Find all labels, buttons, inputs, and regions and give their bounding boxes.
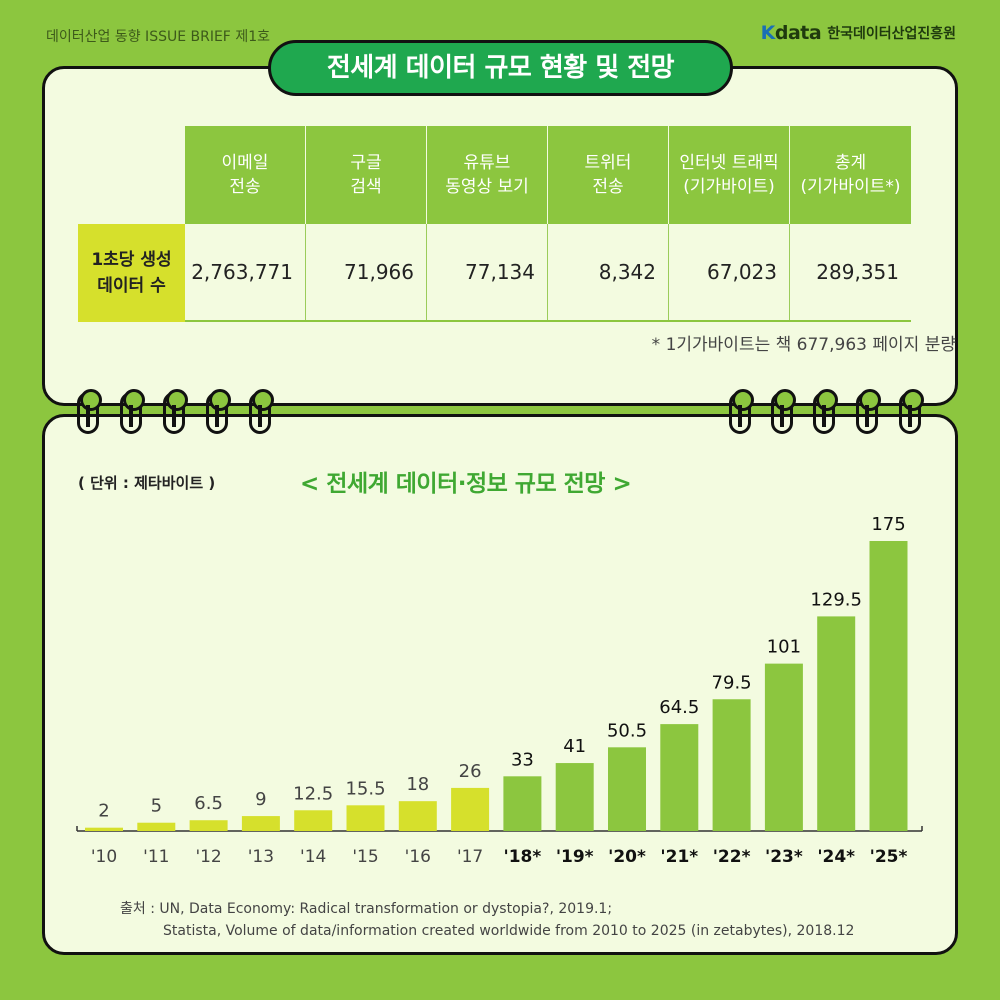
- x-tick-label: '20*: [608, 847, 646, 867]
- data-label: 101: [767, 637, 801, 658]
- data-label: 6.5: [194, 793, 223, 814]
- x-tick-label: '10: [91, 847, 117, 867]
- data-label: 12.5: [293, 783, 333, 804]
- table-cell: 2,763,771: [185, 224, 306, 320]
- chart-unit-label: ( 단위 : 제타바이트 ): [78, 474, 216, 492]
- data-label: 5: [151, 796, 162, 817]
- data-label: 79.5: [712, 672, 752, 693]
- data-label: 175: [871, 514, 905, 535]
- x-tick-label: '19*: [556, 847, 594, 867]
- page-title: 전세계 데이터 규모 현황 및 전망: [268, 40, 733, 96]
- column-header: 총계 (기가바이트*): [790, 126, 911, 224]
- source-line-2: Statista, Volume of data/information cre…: [163, 923, 855, 939]
- table-row: 2,763,771 71,966 77,134 8,342 67,023 289,351: [185, 224, 911, 322]
- bar: [451, 787, 490, 831]
- table-panel: [42, 66, 958, 406]
- x-tick-label: '17: [457, 847, 483, 867]
- column-header: 인터넷 트래픽 (기가바이트): [669, 126, 790, 224]
- binder-ring-icon: [813, 389, 838, 434]
- data-label: 50.5: [607, 720, 647, 741]
- x-tick-label: '12: [195, 847, 221, 867]
- x-tick-label: '13: [248, 847, 274, 867]
- bar: [660, 724, 699, 831]
- bar: [241, 816, 280, 831]
- data-label: 129.5: [810, 589, 862, 610]
- data-label: 41: [563, 736, 586, 757]
- x-tick-label: '15: [352, 847, 378, 867]
- binder-ring-icon: [163, 389, 188, 434]
- table-header: 이메일 전송 구글 검색 유튜브 동영상 보기 트위터 전송 인터넷 트래픽 (기가바이…: [185, 126, 911, 224]
- bar: [85, 827, 123, 831]
- bar: [398, 801, 437, 831]
- bar: [294, 810, 333, 831]
- binder-ring-icon: [729, 389, 754, 434]
- bar: [189, 820, 228, 831]
- table-cell: 8,342: [548, 224, 669, 320]
- org-name: 한국데이터산업진흥원: [827, 26, 956, 42]
- binder-ring-icon: [120, 389, 145, 434]
- column-header: 구글 검색: [306, 126, 427, 224]
- table-cell: 77,134: [427, 224, 548, 320]
- data-label: 26: [459, 761, 482, 782]
- source-note: 출처 : UN, Data Economy: Radical transform…: [120, 898, 854, 942]
- x-tick-label: '22*: [713, 847, 751, 867]
- bar: [712, 699, 751, 831]
- binder-ring-icon: [77, 389, 102, 434]
- column-header: 트위터 전송: [548, 126, 669, 224]
- binder-ring-icon: [249, 389, 274, 434]
- source-line-1: 출처 : UN, Data Economy: Radical transform…: [120, 901, 613, 917]
- binder-ring-icon: [856, 389, 881, 434]
- data-label: 2: [98, 801, 109, 822]
- data-label: 33: [511, 749, 534, 770]
- row-label: 1초당 생성 데이터 수: [78, 224, 185, 322]
- bar: [346, 805, 385, 831]
- chart-panel: [42, 414, 958, 955]
- kdata-logo-mark: Kdata: [760, 22, 822, 44]
- table-cell: 71,966: [306, 224, 427, 320]
- x-tick-label: '25*: [870, 847, 908, 867]
- table-footnote: * 1기가바이트는 책 677,963 페이지 분량: [651, 335, 956, 355]
- bar: [608, 747, 646, 831]
- table-cell: 289,351: [816, 260, 899, 284]
- x-tick-label: '21*: [660, 847, 698, 867]
- bar: [555, 763, 594, 831]
- column-header: 유튜브 동영상 보기: [427, 126, 548, 224]
- data-label: 9: [255, 789, 266, 810]
- table-cell: 67,023: [669, 224, 790, 320]
- bar: [869, 541, 908, 831]
- x-tick-label: '14: [300, 847, 326, 867]
- brief-label: 데이터산업 동향 ISSUE BRIEF 제1호: [46, 29, 270, 45]
- x-tick-label: '16: [405, 847, 431, 867]
- x-tick-label: '24*: [817, 847, 855, 867]
- data-label: 64.5: [659, 697, 699, 718]
- bar: [137, 822, 176, 831]
- column-header: 이메일 전송: [185, 126, 306, 224]
- kdata-logo: Kdata 한국데이터산업진흥원: [761, 22, 956, 44]
- binder-ring-icon: [206, 389, 231, 434]
- bar: [764, 663, 803, 831]
- x-tick-label: '18*: [504, 847, 542, 867]
- x-tick-label: '23*: [765, 847, 803, 867]
- binder-ring-icon: [771, 389, 796, 434]
- data-label: 15.5: [345, 778, 385, 799]
- chart-title: < 전세계 데이터·정보 규모 전망 >: [300, 471, 632, 497]
- binder-ring-icon: [899, 389, 924, 434]
- x-tick-label: '11: [143, 847, 169, 867]
- data-label: 18: [406, 774, 429, 795]
- bar: [503, 776, 542, 831]
- bar: [817, 616, 856, 831]
